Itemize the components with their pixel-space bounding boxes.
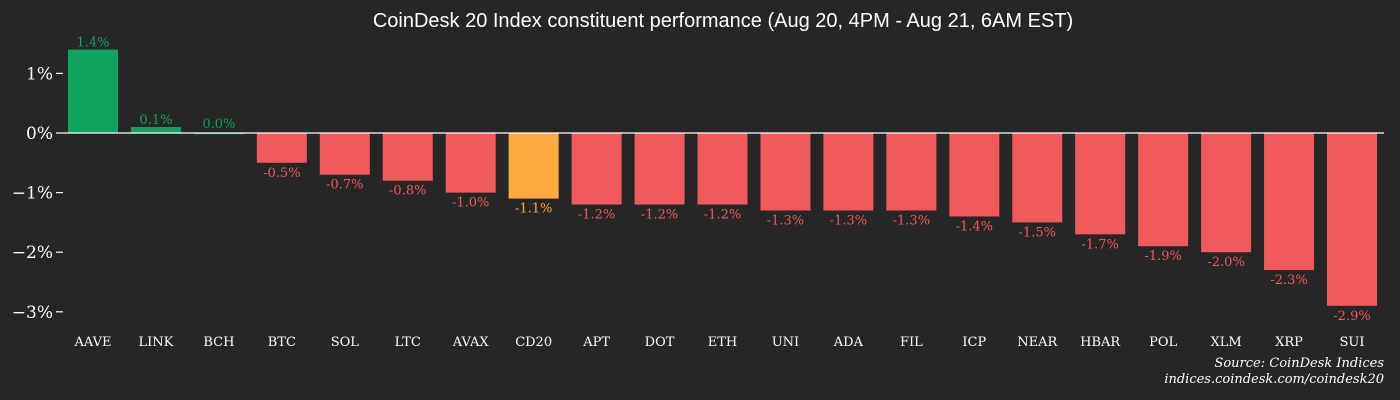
bar-avax: [445, 133, 496, 193]
x-tick-label: APT: [582, 335, 610, 350]
data-label: -2.0%: [1207, 255, 1244, 270]
x-axis-labels: AAVE LINK BCH BTC SOL LTC AVAX CD20 APT DOT ETH UNI…: [73, 335, 1364, 350]
y-tick-label: −2%: [12, 243, 53, 263]
data-label: -2.3%: [1270, 273, 1307, 288]
source-line: Source: CoinDesk Indices: [1214, 356, 1384, 371]
x-tick-label: AAVE: [73, 335, 111, 350]
x-tick-label: ICP: [962, 335, 986, 350]
data-label: -1.3%: [893, 213, 930, 228]
x-tick-label: BTC: [268, 335, 296, 350]
bar-cd20: [508, 133, 559, 199]
source-note: Source: CoinDesk Indices indices.coindes…: [1164, 356, 1384, 388]
x-tick-label: LTC: [395, 335, 421, 350]
bar-dot: [634, 133, 685, 205]
data-label: -1.9%: [1144, 249, 1181, 264]
y-axis: 1% 0% −1% −2% −3%: [12, 64, 63, 323]
y-tick-label: −1%: [12, 184, 53, 204]
bar-ltc: [382, 133, 433, 181]
bar-btc: [256, 133, 307, 163]
bar-xlm: [1201, 133, 1252, 253]
x-tick-label: CD20: [515, 335, 552, 350]
x-tick-label: BCH: [203, 335, 234, 350]
data-label: 0.1%: [139, 113, 172, 128]
bar-eth: [697, 133, 748, 205]
bar-bch: [193, 133, 244, 135]
x-tick-label: SUI: [1340, 335, 1365, 350]
x-tick-label: HBAR: [1080, 335, 1121, 350]
data-label: -0.5%: [263, 166, 300, 181]
y-tick-label: 0%: [26, 124, 53, 144]
data-label: -0.7%: [326, 178, 363, 193]
data-label: 1.4%: [76, 36, 109, 51]
x-tick-label: XRP: [1275, 335, 1303, 350]
y-tick-label: −3%: [12, 303, 53, 323]
bar-hbar: [1075, 133, 1126, 235]
data-label: -1.1%: [515, 202, 552, 217]
data-label: -2.9%: [1333, 309, 1370, 324]
data-label: -0.8%: [389, 184, 426, 199]
bar-pol: [1138, 133, 1189, 247]
bar-sol: [319, 133, 370, 175]
data-label: -1.5%: [1019, 225, 1056, 240]
bar-sui: [1327, 133, 1377, 306]
x-tick-label: ETH: [708, 335, 738, 350]
data-label: -1.7%: [1081, 237, 1118, 252]
bar-aave: [68, 49, 118, 134]
y-tick-label: 1%: [26, 64, 53, 84]
data-label: -1.2%: [704, 208, 741, 223]
data-label: -1.4%: [956, 219, 993, 234]
bars-group: [68, 49, 1377, 306]
bar-icp: [949, 133, 1000, 217]
x-tick-label: XLM: [1210, 335, 1241, 350]
x-tick-label: POL: [1149, 335, 1177, 350]
data-labels: 1.4% 0.1% 0.0% -0.5% -0.7% -0.8% -1.0% -1.1% -1.…: [76, 36, 1370, 324]
x-tick-label: ADA: [833, 335, 864, 350]
data-label: -1.3%: [767, 213, 804, 228]
x-tick-label: AVAX: [452, 335, 490, 350]
x-tick-label: NEAR: [1017, 335, 1058, 350]
x-tick-label: UNI: [772, 335, 799, 350]
x-tick-label: DOT: [645, 335, 675, 350]
bar-apt: [571, 133, 622, 205]
bar-fil: [886, 133, 937, 211]
data-label: -1.0%: [452, 196, 489, 211]
x-tick-label: FIL: [900, 335, 923, 350]
bar-ada: [823, 133, 874, 211]
bar-xrp: [1264, 133, 1315, 271]
data-label: -1.2%: [578, 208, 615, 223]
x-tick-label: LINK: [139, 335, 174, 350]
x-tick-label: SOL: [331, 335, 360, 350]
source-url: indices.coindesk.com/coindesk20: [1164, 372, 1384, 387]
bar-near: [1012, 133, 1063, 223]
bar-link: [130, 127, 181, 133]
data-label: -1.2%: [641, 208, 678, 223]
chart-title: CoinDesk 20 Index constituent performanc…: [372, 10, 1074, 32]
data-label: 0.0%: [202, 117, 235, 132]
bar-uni: [760, 133, 811, 211]
data-label: -1.3%: [830, 213, 867, 228]
